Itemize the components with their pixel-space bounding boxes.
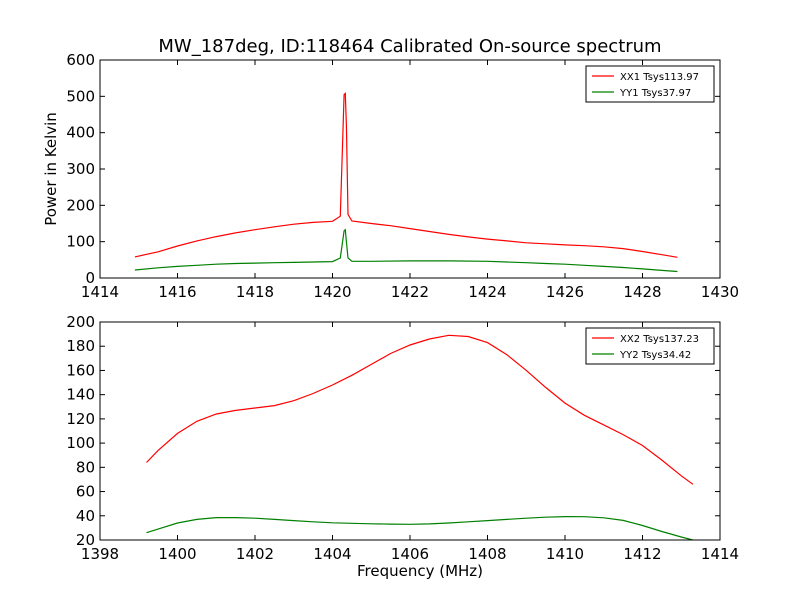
x-tick-label: 1430 [701, 283, 739, 301]
x-tick-label: 1416 [158, 283, 196, 301]
panel-2: 1398 1400 1402 1404 1406 1408 1410 1412 1414 20 40… [66, 313, 739, 580]
y-tick-label: 60 [76, 483, 95, 501]
legend-label: XX2 Tsys137.23 [620, 334, 699, 345]
y-tick-label: 160 [66, 361, 95, 379]
x-tick-label: 1408 [468, 545, 506, 563]
y-tick-label: 20 [76, 531, 95, 549]
x-tick-label: 1420 [313, 283, 351, 301]
x-tick-label: 1406 [391, 545, 429, 563]
y-tick-label: 200 [66, 196, 95, 214]
y-tick-label: 180 [66, 337, 95, 355]
x-tick-label: 1414 [81, 283, 119, 301]
y-tick-label: 600 [66, 51, 95, 69]
series-line-2 [146, 515, 694, 540]
panel-1: 1414 1416 1418 1420 1422 1424 1426 1428 1430 0 100… [42, 51, 739, 301]
y-tick-label: 400 [66, 124, 95, 142]
y-tick-label: 200 [66, 313, 95, 331]
legend-box [585, 327, 715, 365]
x-tick-label: 1404 [313, 545, 351, 563]
x-tick-label: 1412 [623, 545, 661, 563]
chart-title: MW_187deg, ID:118464 Calibrated On-sourc… [158, 36, 661, 57]
legend-label: YY2 Tsys34.42 [619, 350, 691, 361]
x-tick-label: 1400 [158, 545, 196, 563]
y-tick-label: 140 [66, 386, 95, 404]
x-tick-label: 1402 [236, 545, 274, 563]
legend: XX2 Tsys137.23 YY2 Tsys34.42 [585, 327, 715, 365]
y-tick-label: 500 [66, 87, 95, 105]
x-tick-label: 1398 [81, 545, 119, 563]
y-tick-label: 300 [66, 160, 95, 178]
x-tick-label: 1424 [468, 283, 506, 301]
legend-label: XX1 Tsys113.97 [620, 72, 699, 83]
y-tick-label: 80 [76, 458, 95, 476]
x-axis-label: Frequency (MHz) [357, 562, 483, 580]
y-tick-label: 100 [66, 233, 95, 251]
y-tick-label: 0 [85, 269, 95, 287]
x-tick-label: 1422 [391, 283, 429, 301]
y-tick-label: 100 [66, 434, 95, 452]
x-tick-label: 1426 [546, 283, 584, 301]
y-tick-label: 120 [66, 410, 95, 428]
legend: XX1 Tsys113.97 YY1 Tsys37.97 [585, 65, 715, 103]
series-line-1 [146, 334, 694, 485]
x-tick-label: 1414 [701, 545, 739, 563]
y-tick-label: 40 [76, 507, 95, 525]
x-tick-label: 1418 [236, 283, 274, 301]
x-tick-label: 1410 [546, 545, 584, 563]
series-line-1 [134, 92, 678, 258]
legend-label: YY1 Tsys37.97 [619, 88, 691, 99]
legend-box [585, 65, 715, 103]
series-line-2 [134, 228, 678, 273]
y-axis-label: Power in Kelvin [42, 112, 60, 226]
x-tick-label: 1428 [623, 283, 661, 301]
